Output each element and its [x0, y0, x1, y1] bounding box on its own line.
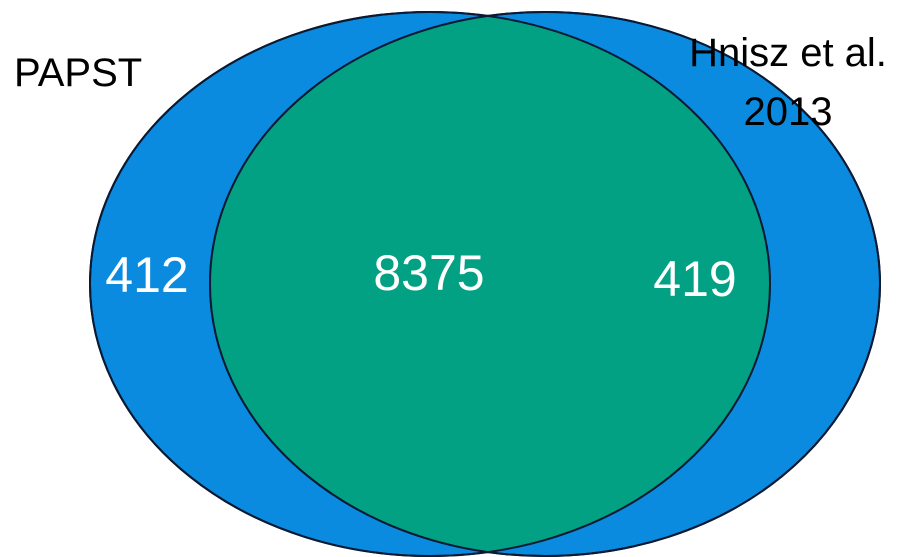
set-b-label-line1: Hnisz et al.	[689, 31, 887, 75]
set-a-label: PAPST	[14, 51, 142, 95]
set-b-unique-count: 419	[653, 251, 736, 307]
set-b-outline	[209, 11, 881, 557]
set-a-unique-count: 412	[105, 247, 188, 303]
intersection-region	[210, 12, 770, 556]
intersection-count: 8375	[373, 245, 484, 301]
set-b-label-line2: 2013	[744, 90, 833, 134]
set-a-outline	[89, 11, 771, 557]
